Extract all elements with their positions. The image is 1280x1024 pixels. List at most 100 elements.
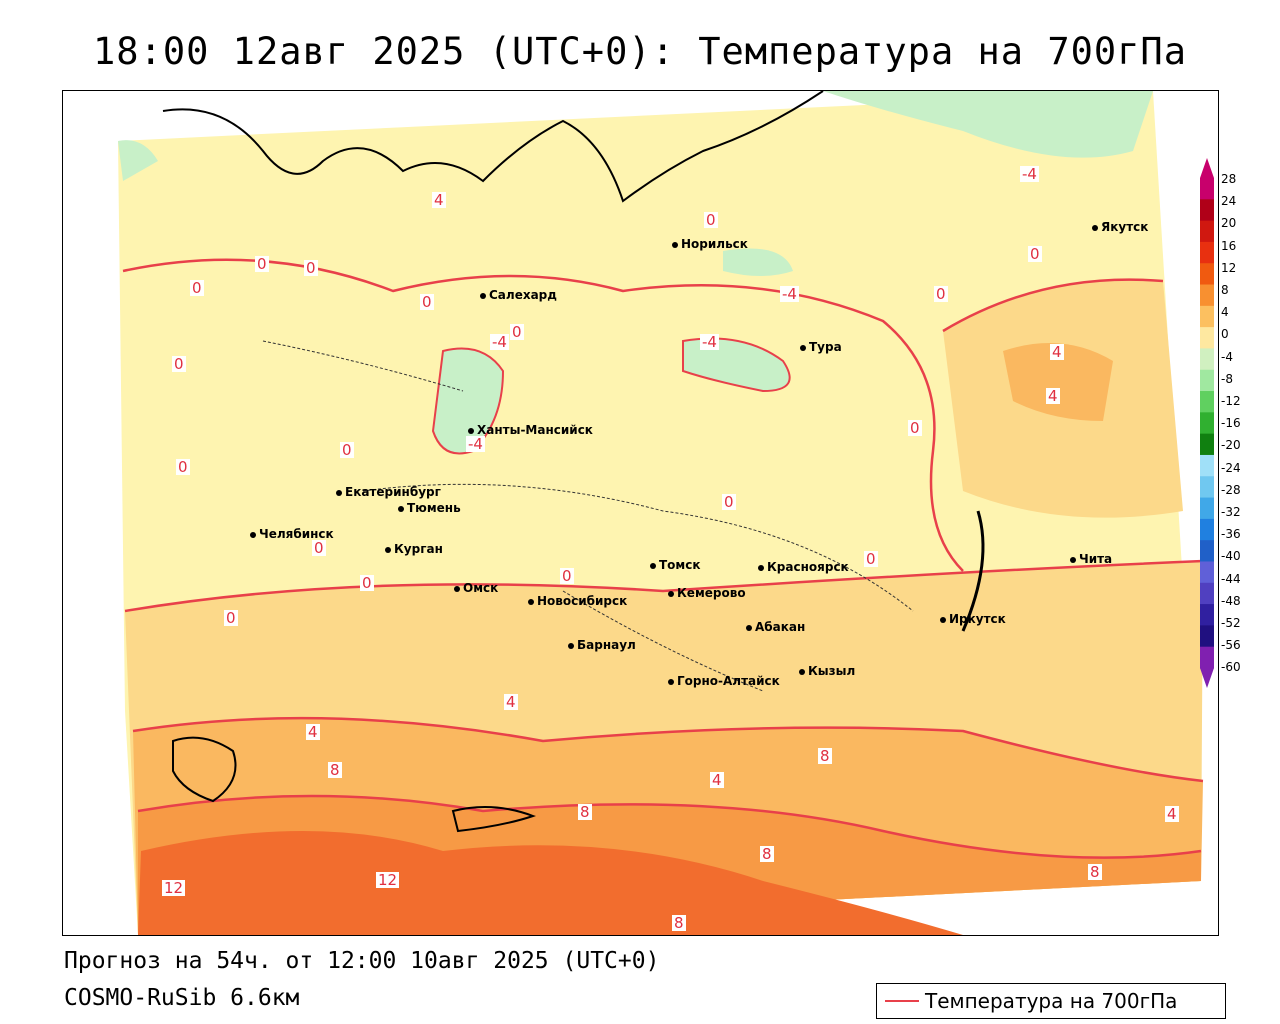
colorbar-segment xyxy=(1200,178,1214,200)
contour-label: 0 xyxy=(1028,245,1042,263)
contour-label: 8 xyxy=(760,845,774,863)
colorbar-tick-label: -52 xyxy=(1221,616,1241,630)
contour-label: 8 xyxy=(818,747,832,765)
colorbar-segment xyxy=(1200,348,1214,371)
city-marker: Красноярск xyxy=(758,560,849,574)
city-name: Барнаул xyxy=(577,638,636,652)
contour-label: 8 xyxy=(578,803,592,821)
colorbar-segment xyxy=(1200,625,1214,648)
city-marker: Горно-Алтайск xyxy=(668,674,780,688)
city-name: Тура xyxy=(809,340,842,354)
city-dot-icon xyxy=(480,292,486,299)
city-dot-icon xyxy=(528,598,534,605)
contour-label: 0 xyxy=(864,550,878,568)
contour-label: 4 xyxy=(1050,343,1064,361)
contour-label: -4 xyxy=(1020,165,1039,183)
legend-line xyxy=(885,1000,919,1002)
city-name: Томск xyxy=(659,558,701,572)
contour-label: 8 xyxy=(328,761,342,779)
city-dot-icon xyxy=(1070,556,1076,563)
legend-box: Температура на 700гПа xyxy=(876,983,1226,1019)
colorbar-tick-label: -32 xyxy=(1221,505,1241,519)
colorbar-segment xyxy=(1200,391,1214,413)
city-dot-icon xyxy=(800,344,806,351)
city-marker: Кемерово xyxy=(668,586,746,600)
city-dot-icon xyxy=(758,564,764,571)
colorbar-tick-label: 12 xyxy=(1221,260,1237,275)
contour-label: 12 xyxy=(376,871,400,889)
colorbar-segment xyxy=(1200,284,1214,307)
colorbar-segment xyxy=(1200,263,1214,286)
city-name: Чита xyxy=(1079,552,1113,566)
contour-label: 0 xyxy=(908,419,922,437)
contour-label: 0 xyxy=(722,493,736,511)
contour-label: 0 xyxy=(934,285,948,303)
city-marker: Абакан xyxy=(746,620,805,634)
contour-label: 8 xyxy=(672,914,686,932)
city-dot-icon xyxy=(468,427,474,434)
colorbar-segment xyxy=(1200,476,1214,499)
contour-label: 4 xyxy=(1046,387,1060,405)
city-marker: Барнаул xyxy=(568,638,636,652)
contour-label: -4 xyxy=(780,285,799,303)
city-marker: Томск xyxy=(650,558,701,572)
colorbar-segment xyxy=(1200,454,1214,477)
city-dot-icon xyxy=(940,616,946,623)
colorbar-tick-label: -28 xyxy=(1221,482,1241,497)
colorbar-tick-label: 28 xyxy=(1221,172,1237,186)
city-name: Новосибирск xyxy=(537,594,628,608)
contour-label: 0 xyxy=(420,293,434,311)
contour-label: 4 xyxy=(306,723,320,741)
city-name: Абакан xyxy=(755,620,806,634)
city-dot-icon xyxy=(454,585,460,592)
contour-label: 0 xyxy=(340,441,354,459)
contour-label: 0 xyxy=(360,574,374,592)
colorbar-tick-label: -4 xyxy=(1221,349,1233,364)
colorbar-segment xyxy=(1200,433,1214,456)
city-marker: Якутск xyxy=(1092,220,1148,234)
colorbar-segment xyxy=(1200,561,1214,584)
contour-label: 0 xyxy=(560,567,574,585)
colorbar-tick-label: 24 xyxy=(1221,194,1237,209)
city-name: Норильск xyxy=(681,237,748,251)
city-marker: Екатеринбург xyxy=(336,485,441,499)
colorbar-tick-label: -20 xyxy=(1221,438,1241,453)
colorbar-top-arrow xyxy=(1200,158,1214,178)
city-name: Курган xyxy=(394,542,443,556)
city-dot-icon xyxy=(250,531,256,538)
temperature-map xyxy=(62,90,1219,936)
colorbar-segment xyxy=(1200,412,1214,435)
colorbar xyxy=(1200,158,1214,688)
city-marker: Норильск xyxy=(672,237,748,251)
contour-label: 4 xyxy=(710,771,724,789)
contour-label: 0 xyxy=(510,323,524,341)
model-info: COSMO-RuSib 6.6км xyxy=(64,985,300,1011)
colorbar-tick-label: -16 xyxy=(1221,416,1241,431)
city-dot-icon xyxy=(672,241,678,248)
city-marker: Кызыл xyxy=(799,664,855,678)
colorbar-tick-label: -44 xyxy=(1221,571,1241,586)
city-dot-icon xyxy=(1092,224,1098,231)
legend-label: Температура на 700гПа xyxy=(925,989,1178,1013)
contour-label: -4 xyxy=(700,333,719,351)
city-dot-icon xyxy=(650,562,656,569)
city-dot-icon xyxy=(668,678,674,685)
colorbar-tick-label: -40 xyxy=(1221,549,1241,564)
page-title: 18:00 12авг 2025 (UTC+0): Температура на… xyxy=(93,30,1187,73)
colorbar-segment xyxy=(1200,199,1214,222)
city-name: Челябинск xyxy=(259,527,334,541)
city-name: Красноярск xyxy=(767,560,849,574)
city-marker: Омск xyxy=(454,581,498,595)
colorbar-segment xyxy=(1200,369,1214,392)
city-name: Ханты-Мансийск xyxy=(477,423,593,437)
city-dot-icon xyxy=(336,489,342,496)
contour-label: 0 xyxy=(176,458,190,476)
city-marker: Новосибирск xyxy=(528,594,627,608)
colorbar-segment xyxy=(1200,540,1214,562)
colorbar-segment xyxy=(1200,497,1214,520)
city-name: Кызыл xyxy=(808,664,856,678)
colorbar-segment xyxy=(1200,327,1214,349)
contour-label: 4 xyxy=(504,693,518,711)
contour-label: -4 xyxy=(490,333,509,351)
city-dot-icon xyxy=(799,668,805,675)
